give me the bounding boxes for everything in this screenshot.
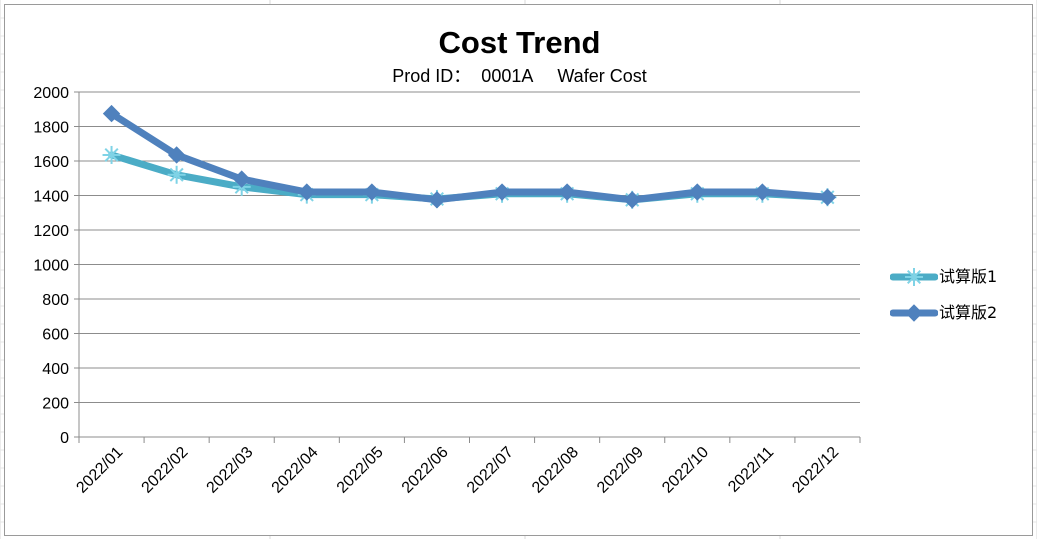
y-tick-label: 2000 <box>33 85 69 102</box>
y-tick-label: 1200 <box>33 223 69 240</box>
series-2-point[interactable] <box>298 183 316 201</box>
y-tick-label: 800 <box>42 292 69 309</box>
series-2-point[interactable] <box>363 183 381 201</box>
legend-label-series-2: 试算版2 <box>939 303 998 322</box>
series-2-point[interactable] <box>558 183 576 201</box>
y-tick-label: 1400 <box>33 189 69 206</box>
legend-swatch-marker[interactable] <box>905 304 923 322</box>
x-tick-label: 2022/04 <box>269 444 322 497</box>
chart-title: Cost Trend <box>438 25 601 60</box>
x-tick-label: 2022/07 <box>464 444 517 497</box>
chart-subtitle: Prod ID： 0001A Wafer Cost <box>392 66 647 86</box>
series-1-point[interactable] <box>102 145 121 164</box>
legend-item-series-2[interactable]: 试算版2 <box>890 303 1025 339</box>
x-tick-label: 2022/06 <box>399 444 452 497</box>
y-tick-label: 1600 <box>33 154 69 171</box>
series-2-point[interactable] <box>428 191 446 209</box>
x-tick-label: 2022/10 <box>659 444 712 497</box>
legend-label-series-1: 试算版1 <box>939 267 998 286</box>
series-2-point[interactable] <box>623 191 641 209</box>
legend-swatch-series-2 <box>890 304 938 322</box>
series-2-point[interactable] <box>818 188 837 206</box>
x-tick-label: 2022/08 <box>529 444 582 497</box>
plot-area[interactable]: 0 200 400 600 800 1000 1200 1400 1600 1800 2000 202… <box>5 5 1034 537</box>
legend-item-series-1[interactable]: 试算版1 <box>890 267 1025 303</box>
series-2-point[interactable] <box>167 146 186 164</box>
y-tick-label: 600 <box>42 327 69 344</box>
series-2-line[interactable] <box>108 110 831 204</box>
y-tick-label: 1000 <box>33 258 69 275</box>
x-tick-label: 2022/02 <box>139 444 192 497</box>
series-2-point[interactable] <box>102 104 121 123</box>
series-2-point[interactable] <box>233 170 251 188</box>
series-1-point[interactable] <box>167 165 186 184</box>
chart-area[interactable]: Cost Trend Prod ID： 0001A Wafer Cost 0 20… <box>4 4 1033 536</box>
y-tick-label: 0 <box>60 430 69 447</box>
legend-swatch-series-1 <box>890 268 938 286</box>
x-tick-label: 2022/05 <box>334 444 387 497</box>
y-tick-label: 400 <box>42 361 69 378</box>
x-tick-label: 2022/01 <box>73 444 126 497</box>
x-tick-label: 2022/12 <box>789 444 842 497</box>
legend[interactable]: 试算版1 试算版2 <box>890 267 1025 339</box>
y-tick-label: 1800 <box>33 120 69 137</box>
series-2-point[interactable] <box>688 183 706 201</box>
x-tick-label: 2022/11 <box>725 444 777 496</box>
y-tick-label: 200 <box>42 396 69 413</box>
legend-swatch-marker[interactable] <box>905 268 923 286</box>
series-2-point[interactable] <box>493 183 511 201</box>
x-tick-label: 2022/09 <box>594 444 647 497</box>
series-2-point[interactable] <box>753 183 772 201</box>
series-2[interactable] <box>102 104 837 209</box>
x-tick-label: 2022/03 <box>204 444 257 497</box>
